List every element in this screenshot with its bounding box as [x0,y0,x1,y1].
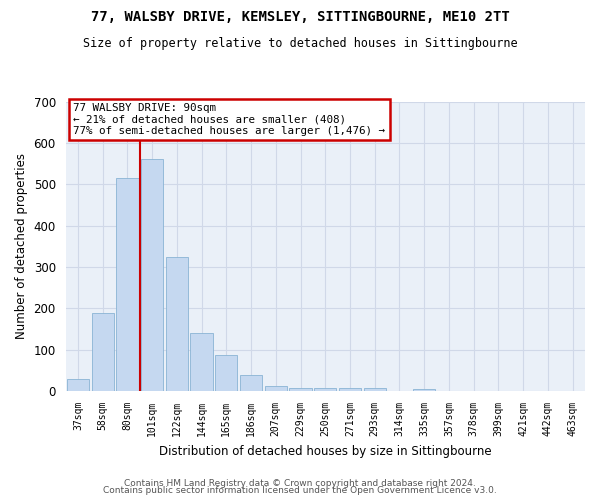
Text: Size of property relative to detached houses in Sittingbourne: Size of property relative to detached ho… [83,38,517,51]
Text: Contains public sector information licensed under the Open Government Licence v3: Contains public sector information licen… [103,486,497,495]
Bar [339,388,361,391]
Text: 77 WALSBY DRIVE: 90sqm
← 21% of detached houses are smaller (408)
77% of semi-de: 77 WALSBY DRIVE: 90sqm ← 21% of detached… [73,103,385,136]
Bar [364,388,386,391]
Bar [190,334,213,391]
Bar [116,178,139,391]
Bar [92,312,114,391]
Bar [314,388,337,391]
Bar [413,389,436,391]
Bar [67,379,89,391]
Bar [289,388,311,391]
Text: Contains HM Land Registry data © Crown copyright and database right 2024.: Contains HM Land Registry data © Crown c… [124,478,476,488]
Bar [166,256,188,391]
Bar [141,160,163,391]
Bar [265,386,287,391]
Bar [215,355,238,391]
X-axis label: Distribution of detached houses by size in Sittingbourne: Distribution of detached houses by size … [159,444,491,458]
Y-axis label: Number of detached properties: Number of detached properties [15,154,28,340]
Bar [240,374,262,391]
Text: 77, WALSBY DRIVE, KEMSLEY, SITTINGBOURNE, ME10 2TT: 77, WALSBY DRIVE, KEMSLEY, SITTINGBOURNE… [91,10,509,24]
